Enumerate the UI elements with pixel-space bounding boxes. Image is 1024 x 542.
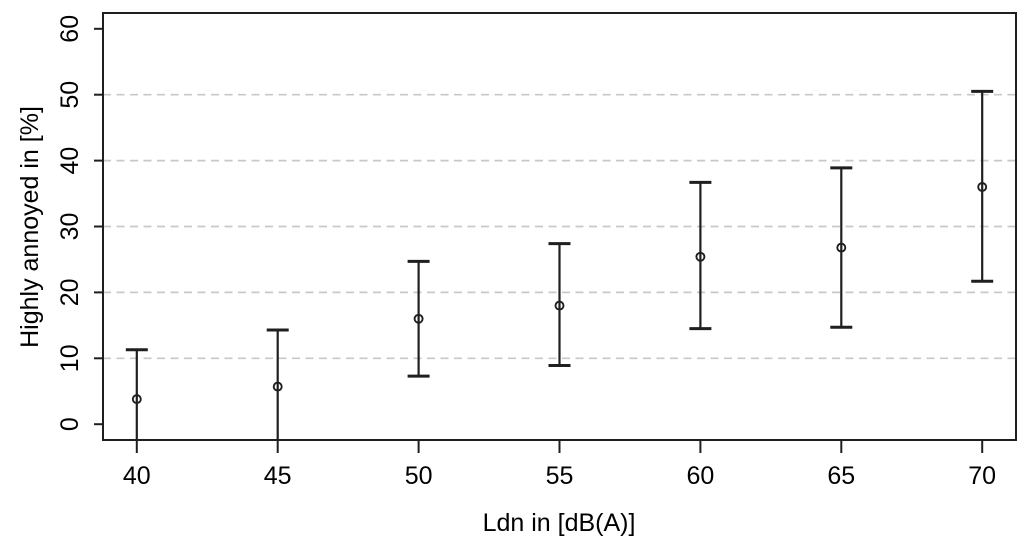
x-axis-title: Ldn in [dB(A)] [483, 509, 636, 537]
x-tick-label-45: 45 [264, 462, 292, 490]
error-bar-point-55 [548, 242, 571, 367]
y-tick-label-10: 10 [56, 344, 84, 372]
axis-ticks [94, 27, 984, 453]
error-bar-point-40 [125, 348, 148, 440]
error-bar-point-45 [266, 328, 289, 440]
data-point-marker [413, 313, 424, 324]
y-tick-label-20: 20 [56, 278, 84, 306]
error-bar-point-65 [830, 166, 853, 329]
tick-labels: 0 10 20 30 40 50 60 40 45 50 55 60 65 70 [56, 15, 996, 490]
y-tick-label-50: 50 [56, 81, 84, 109]
x-tick-label-55: 55 [546, 462, 574, 490]
data-point-marker [695, 251, 706, 262]
y-axis-title: Highly annoyed in [%] [16, 106, 44, 348]
data-point-marker [836, 242, 847, 253]
x-tick-label-40: 40 [123, 462, 151, 490]
gridlines [103, 93, 1016, 360]
y-tick-label-60: 60 [56, 15, 84, 43]
data-point-marker [977, 182, 988, 192]
error-bar-point-60 [689, 180, 712, 331]
x-tick-label-70: 70 [968, 462, 996, 490]
x-tick-label-60: 60 [686, 462, 714, 490]
y-tick-label-40: 40 [56, 147, 84, 175]
error-bar-point-50 [407, 259, 430, 378]
x-tick-label-50: 50 [405, 462, 433, 490]
data-point-marker [272, 381, 283, 392]
error-bar-point-70 [971, 89, 994, 283]
data-point-marker [554, 300, 565, 311]
x-tick-label-65: 65 [827, 462, 855, 490]
y-tick-label-0: 0 [56, 417, 84, 431]
error-bar-series [125, 89, 994, 440]
y-tick-label-30: 30 [56, 213, 84, 241]
data-point-marker [131, 394, 142, 405]
